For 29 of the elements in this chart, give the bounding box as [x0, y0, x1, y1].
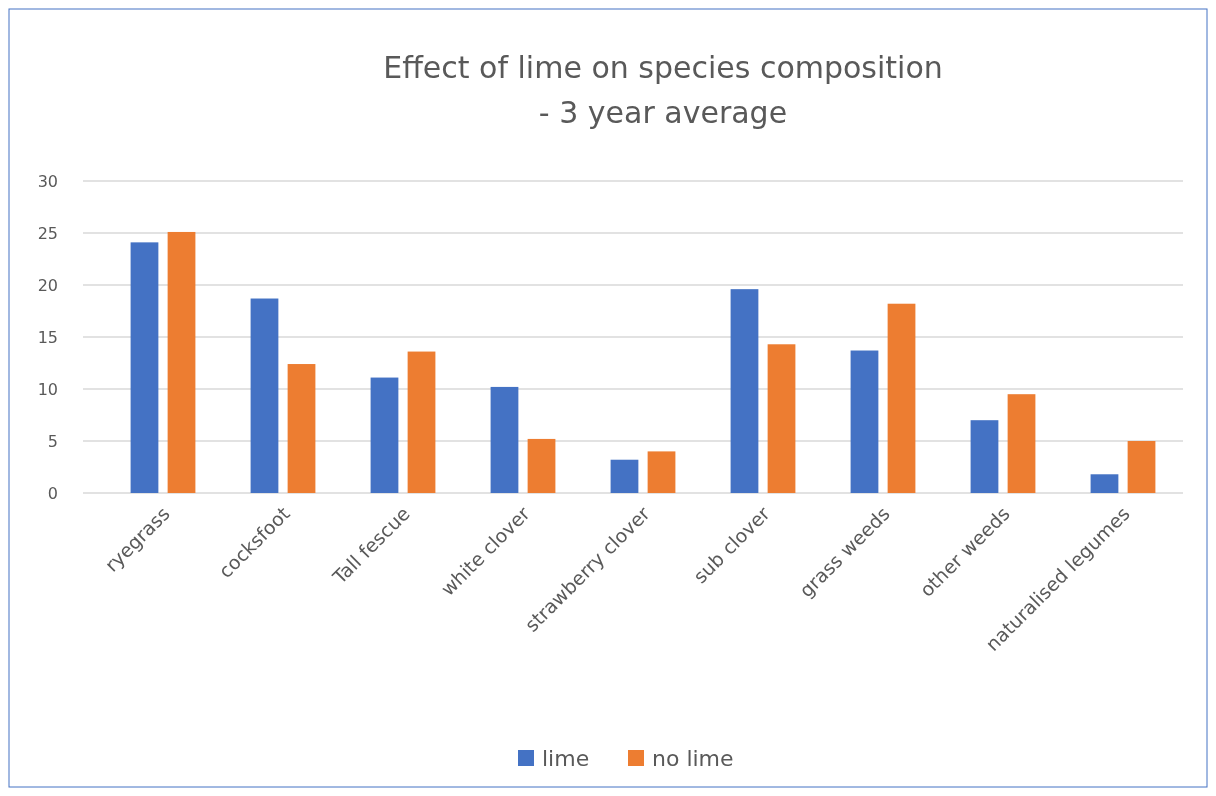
- bar: [370, 377, 399, 493]
- bar: [130, 242, 159, 493]
- bar: [610, 459, 639, 493]
- bar: [730, 289, 759, 493]
- y-tick-label: 5: [47, 431, 58, 451]
- bar: [1090, 474, 1119, 493]
- bar: [1127, 441, 1156, 493]
- bar: [1007, 394, 1036, 493]
- y-tick-label: 10: [37, 379, 58, 399]
- legend-label: no lime: [652, 745, 734, 771]
- y-tick-label: 15: [37, 327, 58, 347]
- bar: [490, 386, 519, 493]
- bar: [250, 298, 279, 493]
- bar: [850, 350, 879, 493]
- y-tick-label: 0: [47, 483, 58, 503]
- bar: [407, 351, 436, 493]
- bar: [527, 438, 556, 493]
- legend-label: lime: [542, 745, 590, 771]
- bar: [970, 420, 999, 493]
- bar: [287, 364, 316, 493]
- chart-title: Effect of lime on species composition: [383, 50, 943, 85]
- bar: [647, 451, 676, 493]
- y-tick-label: 25: [37, 223, 58, 243]
- y-tick-label: 30: [37, 171, 58, 191]
- bar: [167, 231, 196, 493]
- y-tick-label: 20: [37, 275, 58, 295]
- bar: [767, 344, 796, 493]
- bar: [887, 303, 916, 493]
- chart-subtitle: - 3 year average: [538, 95, 788, 130]
